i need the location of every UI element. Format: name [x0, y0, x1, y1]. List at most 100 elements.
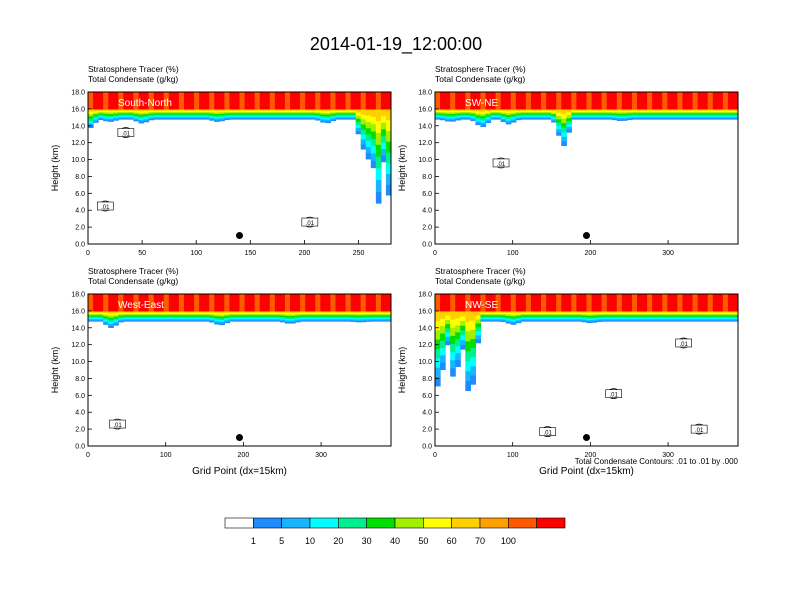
tracer-band	[315, 315, 321, 318]
tracer-band	[465, 360, 471, 372]
tracer-band	[556, 108, 562, 113]
tracer-top	[380, 294, 387, 312]
tracer-top	[350, 294, 357, 312]
tracer-band	[93, 310, 99, 313]
tracer-band	[475, 118, 482, 122]
tracer-band	[269, 112, 276, 115]
tracer-band	[505, 108, 512, 112]
tracer-band	[571, 110, 577, 113]
tracer-band	[264, 116, 271, 119]
tracer-band	[440, 347, 446, 356]
tracer-band	[475, 338, 482, 344]
tracer-band	[631, 312, 638, 315]
tracer-top	[214, 294, 220, 312]
tracer-band	[219, 111, 225, 114]
tracer-band	[707, 116, 714, 119]
tracer-band	[365, 314, 372, 317]
tracer-band	[244, 319, 251, 322]
tracer-band	[631, 315, 638, 318]
contour-label: .01	[113, 423, 122, 429]
tracer-band	[510, 112, 517, 115]
tracer-band	[546, 115, 552, 118]
tracer-band	[244, 314, 251, 317]
tracer-band	[93, 112, 99, 115]
tracer-band	[209, 312, 215, 315]
tracer-band	[460, 113, 466, 116]
tracer-band	[128, 315, 135, 318]
tracer-band	[138, 313, 145, 316]
tracer-band	[626, 112, 633, 115]
tracer-band	[350, 318, 357, 321]
tracer-band	[219, 119, 225, 122]
tracer-band	[153, 117, 160, 120]
tracer-band	[647, 116, 653, 119]
tracer-band	[123, 112, 129, 115]
tracer-band	[551, 317, 557, 320]
tracer-band	[546, 319, 552, 322]
tracer-band	[143, 317, 150, 320]
tracer-band	[148, 318, 155, 321]
tracer-band	[717, 113, 724, 116]
tracer-band	[657, 317, 663, 320]
location-marker	[583, 232, 590, 240]
tracer-top	[480, 294, 487, 312]
tracer-band	[571, 112, 577, 115]
tracer-top	[128, 92, 135, 110]
tracer-band	[279, 108, 286, 111]
tracer-band	[158, 319, 165, 322]
tracer-band	[687, 314, 694, 317]
tracer-band	[290, 110, 296, 113]
tracer-top	[163, 92, 170, 110]
y-tick-label: 4.0	[422, 410, 432, 417]
tracer-band	[360, 316, 367, 319]
tracer-band	[657, 313, 663, 316]
tracer-band	[224, 313, 230, 316]
tracer-band	[138, 315, 145, 318]
tracer-band	[495, 314, 502, 317]
tracer-band	[682, 110, 689, 113]
tracer-band	[360, 143, 367, 150]
tracer-band	[586, 116, 593, 119]
tracer-band	[637, 310, 643, 313]
tracer-band	[576, 110, 583, 113]
tracer-band	[520, 310, 527, 313]
colorbar-label: 70	[475, 536, 485, 546]
tracer-band	[707, 112, 714, 115]
tracer-band	[214, 113, 220, 116]
tracer-band	[370, 318, 377, 321]
tracer-band	[697, 117, 704, 120]
tracer-band	[530, 318, 537, 321]
tracer-band	[546, 317, 552, 320]
tracer-band	[616, 118, 623, 121]
tracer-band	[103, 314, 109, 317]
tracer-band	[616, 312, 623, 315]
tracer-band	[682, 116, 689, 119]
tracer-band	[153, 116, 160, 119]
tracer-band	[470, 116, 476, 119]
tracer-band	[450, 327, 456, 336]
tracer-band	[667, 116, 673, 119]
tracer-band	[621, 313, 628, 316]
tracer-top	[279, 92, 286, 110]
tracer-band	[525, 317, 532, 320]
tracer-band	[455, 114, 461, 117]
tracer-band	[450, 351, 456, 361]
tracer-band	[672, 315, 678, 318]
tracer-band	[239, 318, 246, 321]
y-tick-label: 10.0	[418, 359, 432, 366]
tracer-band	[505, 321, 512, 324]
tracer-band	[677, 318, 684, 321]
tracer-band	[118, 312, 124, 315]
tracer-band	[249, 312, 256, 315]
tracer-band	[732, 112, 738, 115]
tracer-band	[153, 312, 160, 315]
tracer-top	[264, 92, 271, 110]
plot-area: .01.01.01	[88, 92, 391, 240]
tracer-band	[475, 318, 482, 324]
tracer-band	[576, 314, 583, 317]
tracer-band	[93, 313, 99, 316]
tracer-band	[350, 111, 357, 114]
tracer-band	[133, 119, 140, 122]
tracer-band	[500, 118, 507, 121]
tracer-top	[183, 294, 190, 312]
